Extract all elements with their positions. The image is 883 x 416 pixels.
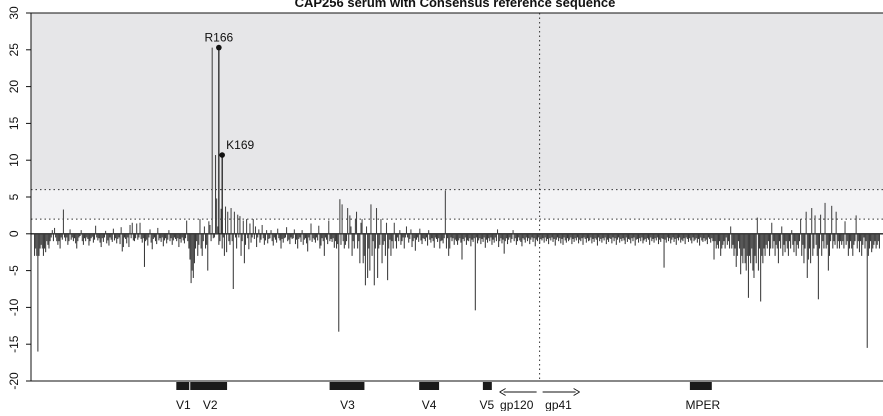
region-block-v1 — [176, 382, 190, 390]
y-tick-label: -20 — [7, 372, 21, 390]
peak-label-r166: R166 — [205, 31, 234, 45]
y-tick-label: 0 — [7, 230, 21, 237]
region-label-v4: V4 — [422, 398, 437, 411]
upper-shaded-band — [31, 13, 883, 190]
region-block-v5 — [482, 382, 492, 390]
y-tick-label: 5 — [7, 193, 21, 200]
gp120-arrow-head — [499, 388, 506, 396]
region-label-v1: V1 — [176, 398, 191, 411]
y-tick-label: 30 — [7, 6, 21, 20]
region-annotations: V1 V2 V3 V4 V5 MPER gp120 gp41 — [176, 382, 721, 412]
shaded-bands — [31, 13, 883, 220]
gp120-label: gp120 — [500, 398, 534, 411]
gp41-arrow-head — [573, 388, 580, 396]
middle-shaded-band — [31, 189, 883, 220]
y-tick-label: -5 — [7, 265, 21, 276]
region-block-v4 — [419, 382, 440, 390]
peak-annotations: R166 K169 — [205, 31, 255, 234]
bar-series — [34, 47, 880, 352]
region-block-v3 — [329, 382, 365, 390]
y-tick-label: 15 — [7, 116, 21, 130]
y-axis: -20 -15 -10 -5 0 5 10 15 20 25 30 — [7, 6, 883, 390]
y-tick-label: -10 — [7, 298, 21, 316]
chart-title: CAP256 serum with Consensus reference se… — [295, 0, 616, 10]
gp41-label: gp41 — [545, 398, 572, 411]
y-tick-label: -15 — [7, 335, 21, 353]
region-label-mper: MPER — [686, 398, 721, 411]
region-block-mper — [689, 382, 712, 390]
region-label-v3: V3 — [340, 398, 355, 411]
peak-label-k169: K169 — [226, 138, 254, 152]
y-tick-label: 10 — [7, 153, 21, 167]
region-label-v2: V2 — [203, 398, 218, 411]
peak-point-k169 — [219, 152, 225, 158]
region-block-v2 — [190, 382, 228, 390]
y-tick-label: 20 — [7, 80, 21, 94]
peak-point-r166 — [216, 44, 222, 51]
y-tick-label: 25 — [7, 43, 21, 57]
region-label-v5: V5 — [480, 398, 495, 411]
